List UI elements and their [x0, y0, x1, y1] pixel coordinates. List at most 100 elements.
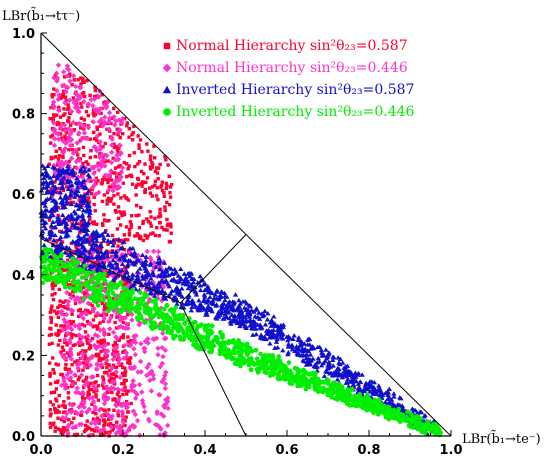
- point: [143, 305, 148, 311]
- point: [127, 365, 133, 371]
- point: [59, 417, 64, 422]
- point: [55, 163, 60, 167]
- point: [293, 346, 299, 352]
- point: [118, 223, 123, 227]
- point: [132, 395, 139, 402]
- point: [102, 218, 107, 222]
- point: [319, 380, 325, 385]
- point: [91, 318, 96, 322]
- point: [100, 365, 105, 370]
- point: [80, 208, 87, 213]
- point: [74, 433, 78, 437]
- point: [48, 400, 53, 404]
- point: [51, 237, 57, 243]
- point: [159, 360, 166, 367]
- point: [76, 352, 81, 356]
- point: [62, 419, 66, 424]
- point: [77, 168, 84, 174]
- point: [86, 395, 93, 402]
- point: [303, 377, 309, 382]
- point: [121, 239, 127, 244]
- point: [99, 241, 103, 246]
- point: [408, 424, 414, 430]
- point: [71, 290, 75, 294]
- point: [64, 424, 71, 430]
- point: [51, 287, 55, 291]
- point: [85, 363, 89, 368]
- x-tick-label: 0.2: [111, 443, 134, 458]
- point: [210, 323, 215, 329]
- point: [104, 270, 108, 274]
- point: [261, 353, 267, 359]
- point: [323, 347, 329, 352]
- point: [371, 387, 377, 392]
- point: [59, 205, 66, 210]
- point: [72, 323, 79, 329]
- point: [61, 155, 65, 160]
- point: [73, 202, 80, 208]
- point: [66, 135, 72, 141]
- point: [372, 404, 378, 409]
- point: [152, 421, 159, 428]
- point: [160, 188, 165, 193]
- point: [97, 289, 102, 295]
- point: [385, 392, 391, 397]
- point: [125, 357, 130, 361]
- point: [73, 360, 77, 364]
- point: [108, 368, 112, 373]
- point: [99, 158, 105, 164]
- point: [159, 297, 165, 304]
- y-tick-label: 0.6: [12, 188, 35, 203]
- point: [51, 367, 55, 372]
- point: [79, 334, 86, 341]
- point: [155, 225, 159, 230]
- point: [185, 271, 191, 276]
- point: [98, 132, 102, 136]
- y-tick-label: 0.0: [12, 430, 35, 445]
- point: [153, 169, 158, 174]
- point: [85, 300, 92, 307]
- point: [155, 248, 162, 255]
- point: [71, 262, 76, 268]
- point: [80, 105, 84, 109]
- point: [116, 129, 122, 135]
- point: [76, 120, 82, 127]
- point: [69, 326, 75, 333]
- point: [111, 302, 116, 308]
- point: [62, 75, 67, 79]
- point: [150, 165, 155, 169]
- point: [278, 322, 284, 328]
- point: [51, 117, 55, 121]
- point: [74, 215, 80, 220]
- point: [41, 223, 47, 228]
- point: [121, 181, 126, 185]
- point: [73, 301, 78, 306]
- point: [314, 364, 320, 369]
- point: [76, 226, 82, 231]
- point: [380, 407, 385, 412]
- point: [118, 323, 124, 330]
- point: [62, 107, 66, 111]
- point: [300, 357, 306, 363]
- point: [150, 162, 155, 167]
- point: [55, 159, 61, 166]
- point: [101, 377, 106, 382]
- point: [108, 168, 114, 174]
- point: [207, 349, 212, 355]
- point: [141, 221, 145, 226]
- point: [103, 100, 107, 104]
- point: [183, 275, 189, 280]
- point: [122, 257, 129, 262]
- point: [83, 198, 89, 204]
- legend-item-4: Inverted Hierarchy sin²θ₂₃=0.446: [163, 104, 415, 120]
- point: [66, 162, 72, 169]
- point: [48, 382, 53, 386]
- point: [132, 124, 136, 129]
- point: [98, 248, 103, 252]
- point: [50, 126, 55, 131]
- point: [118, 164, 122, 168]
- point: [418, 416, 424, 421]
- point: [102, 114, 108, 120]
- point: [112, 145, 117, 150]
- point: [51, 297, 56, 302]
